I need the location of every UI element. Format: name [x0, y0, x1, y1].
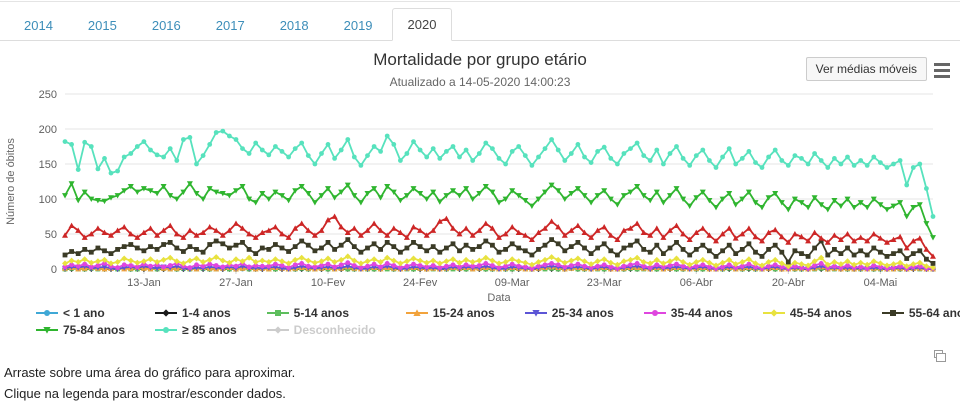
svg-text:13-Jan: 13-Jan	[127, 277, 161, 289]
legend-label: 15-24 anos	[432, 306, 495, 320]
chart-hints: Arraste sobre uma área do gráfico para a…	[4, 363, 960, 405]
legend-item-9[interactable]: 75-84 anos	[36, 323, 125, 337]
legend-item-1[interactable]: 1-4 anos	[155, 306, 237, 320]
svg-text:250: 250	[39, 89, 57, 101]
tab-2018[interactable]: 2018	[279, 18, 309, 33]
legend-marker-icon	[155, 327, 178, 333]
legend-marker-icon	[266, 326, 289, 334]
burger-bar	[934, 63, 950, 66]
burger-bar	[934, 75, 950, 78]
legend-label: ≥ 85 anos	[182, 323, 237, 337]
top-divider	[0, 0, 960, 2]
moving-averages-button[interactable]: Ver médias móveis	[805, 57, 927, 81]
svg-text:200: 200	[39, 124, 57, 136]
legend-item-7[interactable]: 55-64 anos	[881, 306, 960, 320]
legend-item-11[interactable]: Desconhecido	[266, 323, 376, 337]
copy-icon-glyph	[934, 350, 946, 362]
legend-item-3[interactable]: 15-24 anos	[405, 306, 495, 320]
legend-item-0[interactable]: < 1 ano	[36, 306, 125, 320]
tab-2020[interactable]: 2020	[391, 8, 453, 41]
legend-marker-icon	[405, 309, 428, 316]
legend-label: 45-54 anos	[789, 306, 852, 320]
svg-text:100: 100	[39, 194, 57, 206]
legend-label: 1-4 anos	[182, 306, 231, 320]
svg-text:04-Mai: 04-Mai	[864, 277, 898, 289]
legend-label: 55-64 anos	[908, 306, 960, 320]
legend-marker-icon	[155, 309, 178, 317]
svg-text:23-Mar: 23-Mar	[587, 277, 622, 289]
svg-text:20-Abr: 20-Abr	[772, 277, 805, 289]
svg-text:10-Fev: 10-Fev	[311, 277, 346, 289]
legend-marker-icon	[881, 310, 904, 316]
tab-2017[interactable]: 2017	[215, 18, 245, 33]
chart-legend: < 1 ano 1-4 anos 5-14 anos 15-24 anos 25-34 …	[0, 306, 960, 337]
legend-item-6[interactable]: 45-54 anos	[762, 306, 852, 320]
chart-subtitle: Atualizado a 14-05-2020 14:00:23	[389, 75, 571, 89]
chart-title: Mortalidade por grupo etário	[373, 50, 587, 69]
chart-menu-icon[interactable]	[934, 63, 950, 81]
hint-legend: Clique na legenda para mostrar/esconder …	[4, 385, 286, 401]
svg-text:09-Mar: 09-Mar	[495, 277, 530, 289]
legend-item-4[interactable]: 25-34 anos	[524, 306, 614, 320]
svg-text:Data: Data	[487, 292, 511, 304]
svg-text:150: 150	[39, 159, 57, 171]
tab-2016[interactable]: 2016	[151, 18, 181, 33]
tab-2015[interactable]: 2015	[87, 18, 117, 33]
chart-panel: Mortalidade por grupo etário Atualizado …	[0, 50, 960, 362]
svg-text:27-Jan: 27-Jan	[219, 277, 253, 289]
legend-label: 75-84 anos	[63, 323, 126, 337]
legend-label: 35-44 anos	[670, 306, 733, 320]
year-tabs: 2014 2015 2016 2017 2018 2019 2020	[0, 2, 960, 41]
svg-text:Número de óbitos: Número de óbitos	[5, 138, 17, 225]
legend-marker-icon	[36, 327, 58, 334]
legend-marker-icon	[36, 310, 58, 316]
tab-2019[interactable]: 2019	[343, 18, 373, 33]
legend-marker-icon	[266, 310, 289, 316]
hint-zoom: Arraste sobre uma área do gráfico para a…	[4, 365, 296, 380]
legend-marker-icon	[524, 310, 547, 317]
svg-text:50: 50	[45, 229, 57, 241]
legend-item-10[interactable]: ≥ 85 anos	[155, 323, 237, 337]
legend-marker-icon	[643, 310, 666, 316]
legend-item-2[interactable]: 5-14 anos	[266, 306, 376, 320]
burger-bar	[934, 69, 950, 72]
legend-item-5[interactable]: 35-44 anos	[643, 306, 733, 320]
legend-label: 25-34 anos	[551, 306, 614, 320]
copy-icon[interactable]	[932, 350, 946, 363]
legend-marker-icon	[762, 309, 785, 317]
svg-text:06-Abr: 06-Abr	[680, 277, 713, 289]
tab-2014[interactable]: 2014	[24, 18, 53, 33]
legend-label: Desconhecido	[293, 323, 376, 337]
legend-label: 5-14 anos	[293, 306, 350, 320]
svg-text:0: 0	[51, 264, 57, 276]
chart-svg[interactable]: 0 50 100 150 200 250 13-Jan 27-Jan 10-Fev 24-Fev 0…	[0, 89, 960, 304]
svg-text:24-Fev: 24-Fev	[403, 277, 438, 289]
legend-label: < 1 ano	[63, 306, 105, 320]
